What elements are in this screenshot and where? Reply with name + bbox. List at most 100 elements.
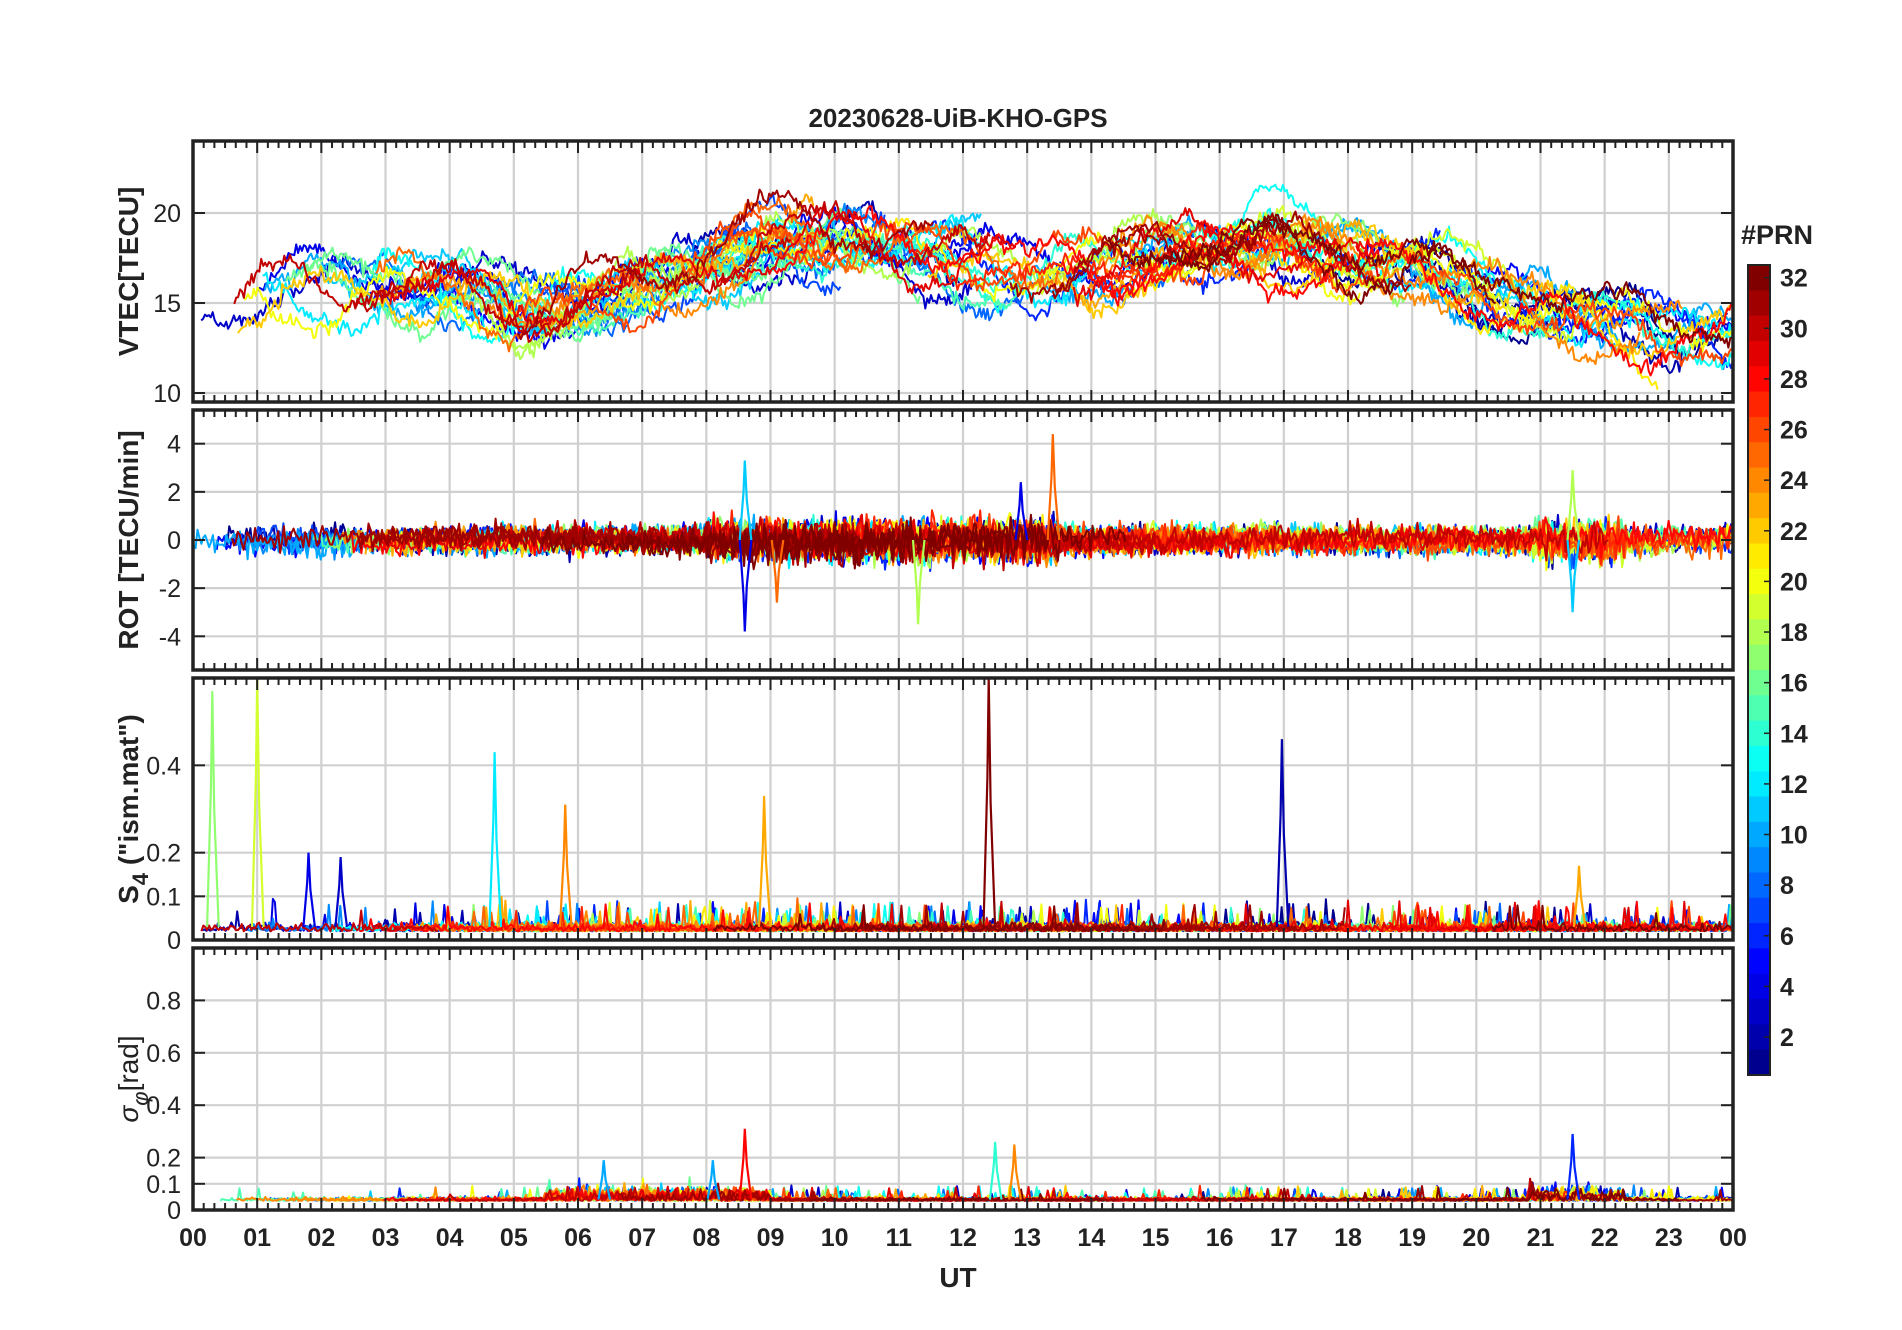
prn-trace <box>772 205 1383 307</box>
colorbar-frame <box>1747 264 1771 1076</box>
ticks <box>192 141 1734 402</box>
colorbar-tick-label: 12 <box>1780 771 1808 799</box>
y-tick-label: 0.4 <box>146 752 181 780</box>
colorbar-band <box>1748 745 1770 772</box>
peak-trace <box>757 795 772 927</box>
colorbar-band <box>1748 619 1770 646</box>
colorbar-band <box>1748 391 1770 418</box>
y-tick-label: 20 <box>153 200 181 228</box>
colorbar-band <box>1748 290 1770 317</box>
y-tick-label: 4 <box>167 431 181 459</box>
y-tick-label: 10 <box>153 380 181 408</box>
colorbar-band <box>1748 923 1770 950</box>
peak-trace <box>488 752 503 927</box>
x-tick-label: 11 <box>886 1224 913 1252</box>
peak-trace <box>250 678 265 927</box>
prn-trace <box>889 219 1213 291</box>
prn-trace <box>733 227 1021 311</box>
prn-trace <box>923 904 1297 933</box>
x-tick-label: 19 <box>1398 1224 1426 1252</box>
y-tick-label: 0.4 <box>146 1092 181 1120</box>
prn-trace <box>1062 223 1338 299</box>
x-tick-label: 00 <box>1719 1224 1747 1252</box>
peak-trace <box>738 1128 753 1200</box>
x-tick-label: 23 <box>1655 1224 1683 1252</box>
colorbar-band <box>1748 366 1770 393</box>
colorbar-band <box>1748 1049 1770 1076</box>
colorbar-band <box>1748 467 1770 494</box>
peak-trace <box>206 691 220 927</box>
prn-trace <box>389 205 1017 328</box>
prn-trace <box>1233 900 1701 933</box>
colorbar-band <box>1748 771 1770 798</box>
ticks <box>192 678 1734 941</box>
peak-trace <box>738 460 753 541</box>
peak-trace <box>597 1160 612 1200</box>
peak-trace <box>1046 434 1061 541</box>
peak-trace <box>738 539 753 632</box>
colorbar-band <box>1748 543 1770 570</box>
colorbar-band <box>1748 416 1770 443</box>
traces <box>193 434 1733 632</box>
colorbar-band <box>1748 999 1770 1025</box>
x-tick-label: 16 <box>1206 1224 1234 1252</box>
colorbar-tick-label: 8 <box>1780 872 1794 900</box>
peak-trace <box>988 1141 1003 1200</box>
x-tick-label: 07 <box>628 1224 656 1252</box>
colorbar-tick-label: 14 <box>1780 720 1808 748</box>
y-axis-label: VTEC[TECU] <box>113 187 144 357</box>
colorbar-band <box>1748 948 1770 975</box>
y-tick-label: -4 <box>159 623 181 651</box>
y-tick-label: 0.1 <box>146 883 181 911</box>
prn-trace <box>200 909 439 933</box>
y-tick-label: 0 <box>167 1197 181 1225</box>
prn-trace <box>724 217 950 265</box>
ticks <box>192 410 1734 670</box>
prn-trace <box>352 236 792 336</box>
peak-trace <box>1008 1144 1022 1200</box>
x-tick-label: 13 <box>1013 1224 1041 1252</box>
x-tick-label: 08 <box>692 1224 720 1252</box>
peak-trace <box>1014 482 1029 541</box>
colorbar-band <box>1748 872 1770 899</box>
colorbar-band <box>1748 594 1770 620</box>
prn-trace <box>233 253 644 343</box>
colorbar-band <box>1748 1024 1770 1051</box>
prn-trace <box>975 517 1609 572</box>
x-tick-label: 21 <box>1527 1224 1555 1252</box>
peak-trace <box>1566 470 1581 541</box>
peak-trace <box>911 539 926 625</box>
colorbar-band <box>1748 695 1770 722</box>
colorbar-tick-label: 20 <box>1780 568 1808 596</box>
peak-trace <box>1572 865 1587 928</box>
x-tick-label: 12 <box>949 1224 977 1252</box>
x-tick-label: 01 <box>243 1224 271 1252</box>
y-tick-label: 15 <box>153 290 181 318</box>
colorbar-tick-label: 22 <box>1780 518 1808 546</box>
traces <box>200 678 1733 933</box>
colorbar-band <box>1748 315 1770 342</box>
colorbar-tick-label: 26 <box>1780 417 1808 445</box>
colorbar-tick-label: 30 <box>1780 315 1808 343</box>
x-tick-label: 14 <box>1077 1224 1105 1252</box>
prn-trace <box>1360 525 1617 561</box>
y-axis-label: σφ[rad] <box>113 1035 153 1122</box>
colorbar-band <box>1748 265 1770 291</box>
prn-trace <box>1107 213 1733 349</box>
panel-vtec: 10 15 20 VTEC[TECU] <box>113 139 1735 408</box>
prn-trace <box>1087 213 1641 366</box>
ticks <box>192 948 1734 1211</box>
y-tick-label: -2 <box>159 575 181 603</box>
y-tick-label: 0.6 <box>146 1040 181 1068</box>
colorbar-band <box>1748 897 1770 924</box>
prn-trace <box>809 1188 1105 1202</box>
prn-trace <box>393 1185 690 1202</box>
colorbar-tick-label: 2 <box>1780 1024 1794 1052</box>
colorbar-title: #PRN <box>1741 220 1813 250</box>
x-tick-label: 00 <box>179 1224 207 1252</box>
peak-trace <box>558 804 573 927</box>
peak-trace <box>770 539 785 603</box>
prn-trace <box>1051 210 1412 300</box>
